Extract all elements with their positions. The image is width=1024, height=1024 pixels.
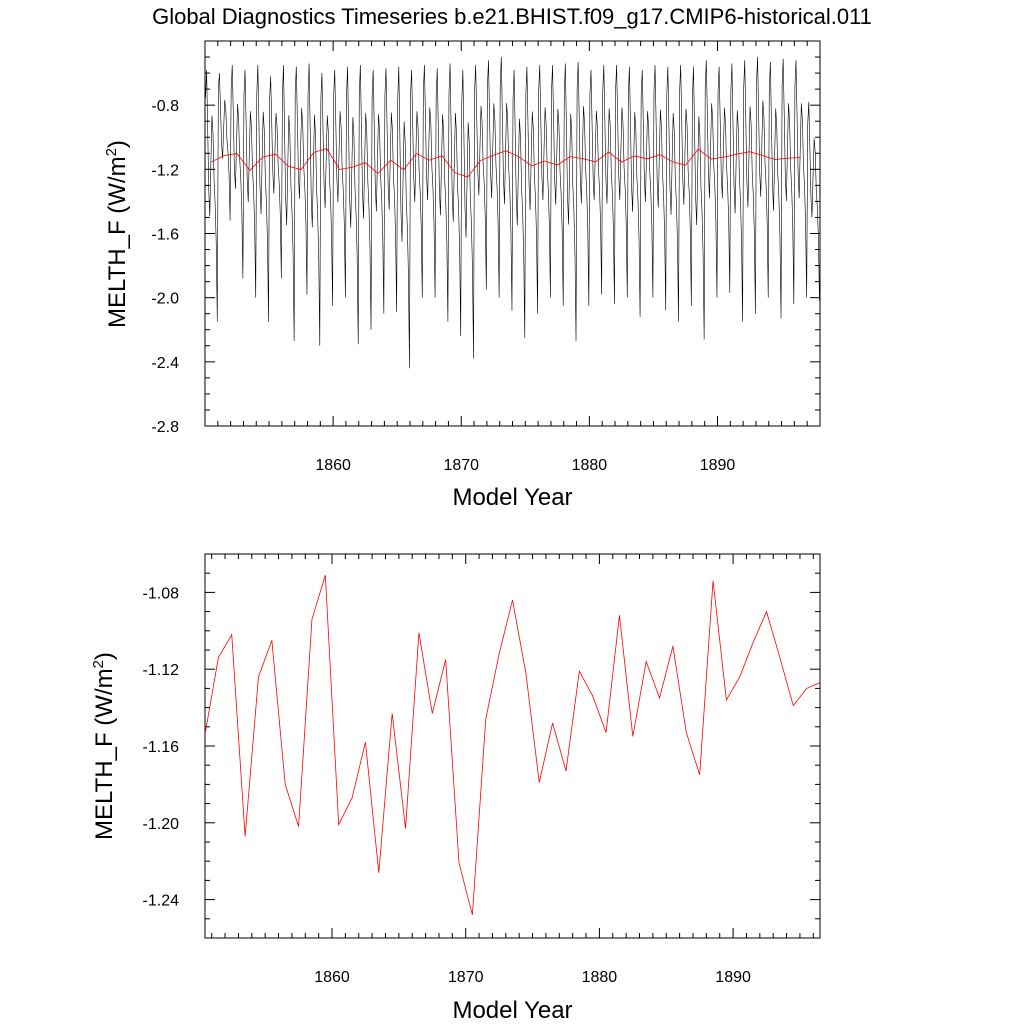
y-tick-label: -2.8 (151, 419, 179, 436)
x-tick-label: 1890 (700, 457, 736, 474)
top-panel: 1860 1870 1880 1890 -2.8 -2.4 -2.0 -1.6 -1.2 -0.8… (103, 40, 821, 511)
annual-mean-series-line (205, 575, 820, 916)
y-axis-label-tail: ) (104, 140, 131, 148)
x-axis-label: Model Year (452, 484, 572, 511)
x-tick-label: 1880 (572, 457, 608, 474)
y-tick-label: -2.4 (151, 355, 179, 372)
y-tick-label: -1.6 (151, 227, 179, 244)
x-tick-label: 1880 (582, 969, 618, 986)
y-axis-label-text: MELTH_F (W/m (104, 156, 131, 328)
x-tick-label: 1860 (315, 457, 351, 474)
y-tick-label: -2.0 (151, 291, 179, 308)
y-axis-label: MELTH_F (W/m2) (90, 652, 118, 840)
figure-title: Global Diagnostics Timeseries b.e21.BHIS… (152, 4, 872, 29)
y-tick-label: -1.16 (143, 739, 180, 756)
y-axis-label-tail: ) (91, 652, 118, 660)
y-axis-label-superscript: 2 (90, 660, 107, 668)
y-axis-label: MELTH_F (W/m2) (103, 140, 131, 328)
x-tick-label: 1870 (448, 969, 484, 986)
plot-frame (204, 553, 821, 939)
y-axis-label-superscript: 2 (103, 148, 120, 156)
y-tick-label: -1.08 (143, 585, 180, 602)
bottom-panel: 1860 1870 1880 1890 -1.24 -1.20 -1.16 -1.12 -1.0… (90, 553, 821, 1024)
y-tick-label: -1.2 (151, 162, 179, 179)
y-tick-label: -1.12 (143, 662, 180, 679)
y-axis-label-text: MELTH_F (W/m (91, 668, 118, 840)
y-tick-label: -1.24 (143, 893, 180, 910)
x-tick-label: 1890 (715, 969, 751, 986)
y-tick-label: -1.20 (143, 816, 180, 833)
y-tick-label: -0.8 (151, 98, 179, 115)
x-tick-label: 1870 (443, 457, 479, 474)
x-tick-label: 1860 (314, 969, 350, 986)
x-axis-label: Model Year (452, 997, 572, 1024)
monthly-series-line (205, 57, 820, 369)
